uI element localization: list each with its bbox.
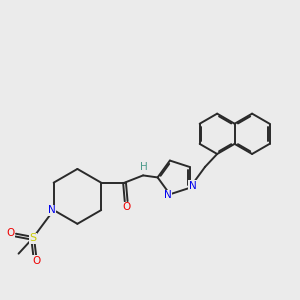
Text: O: O — [123, 202, 131, 212]
Text: N: N — [48, 205, 56, 215]
Text: O: O — [33, 256, 41, 266]
Text: H: H — [140, 162, 148, 172]
Text: S: S — [29, 233, 36, 243]
Text: O: O — [6, 228, 15, 238]
Text: N: N — [164, 190, 172, 200]
Text: N: N — [189, 181, 196, 191]
